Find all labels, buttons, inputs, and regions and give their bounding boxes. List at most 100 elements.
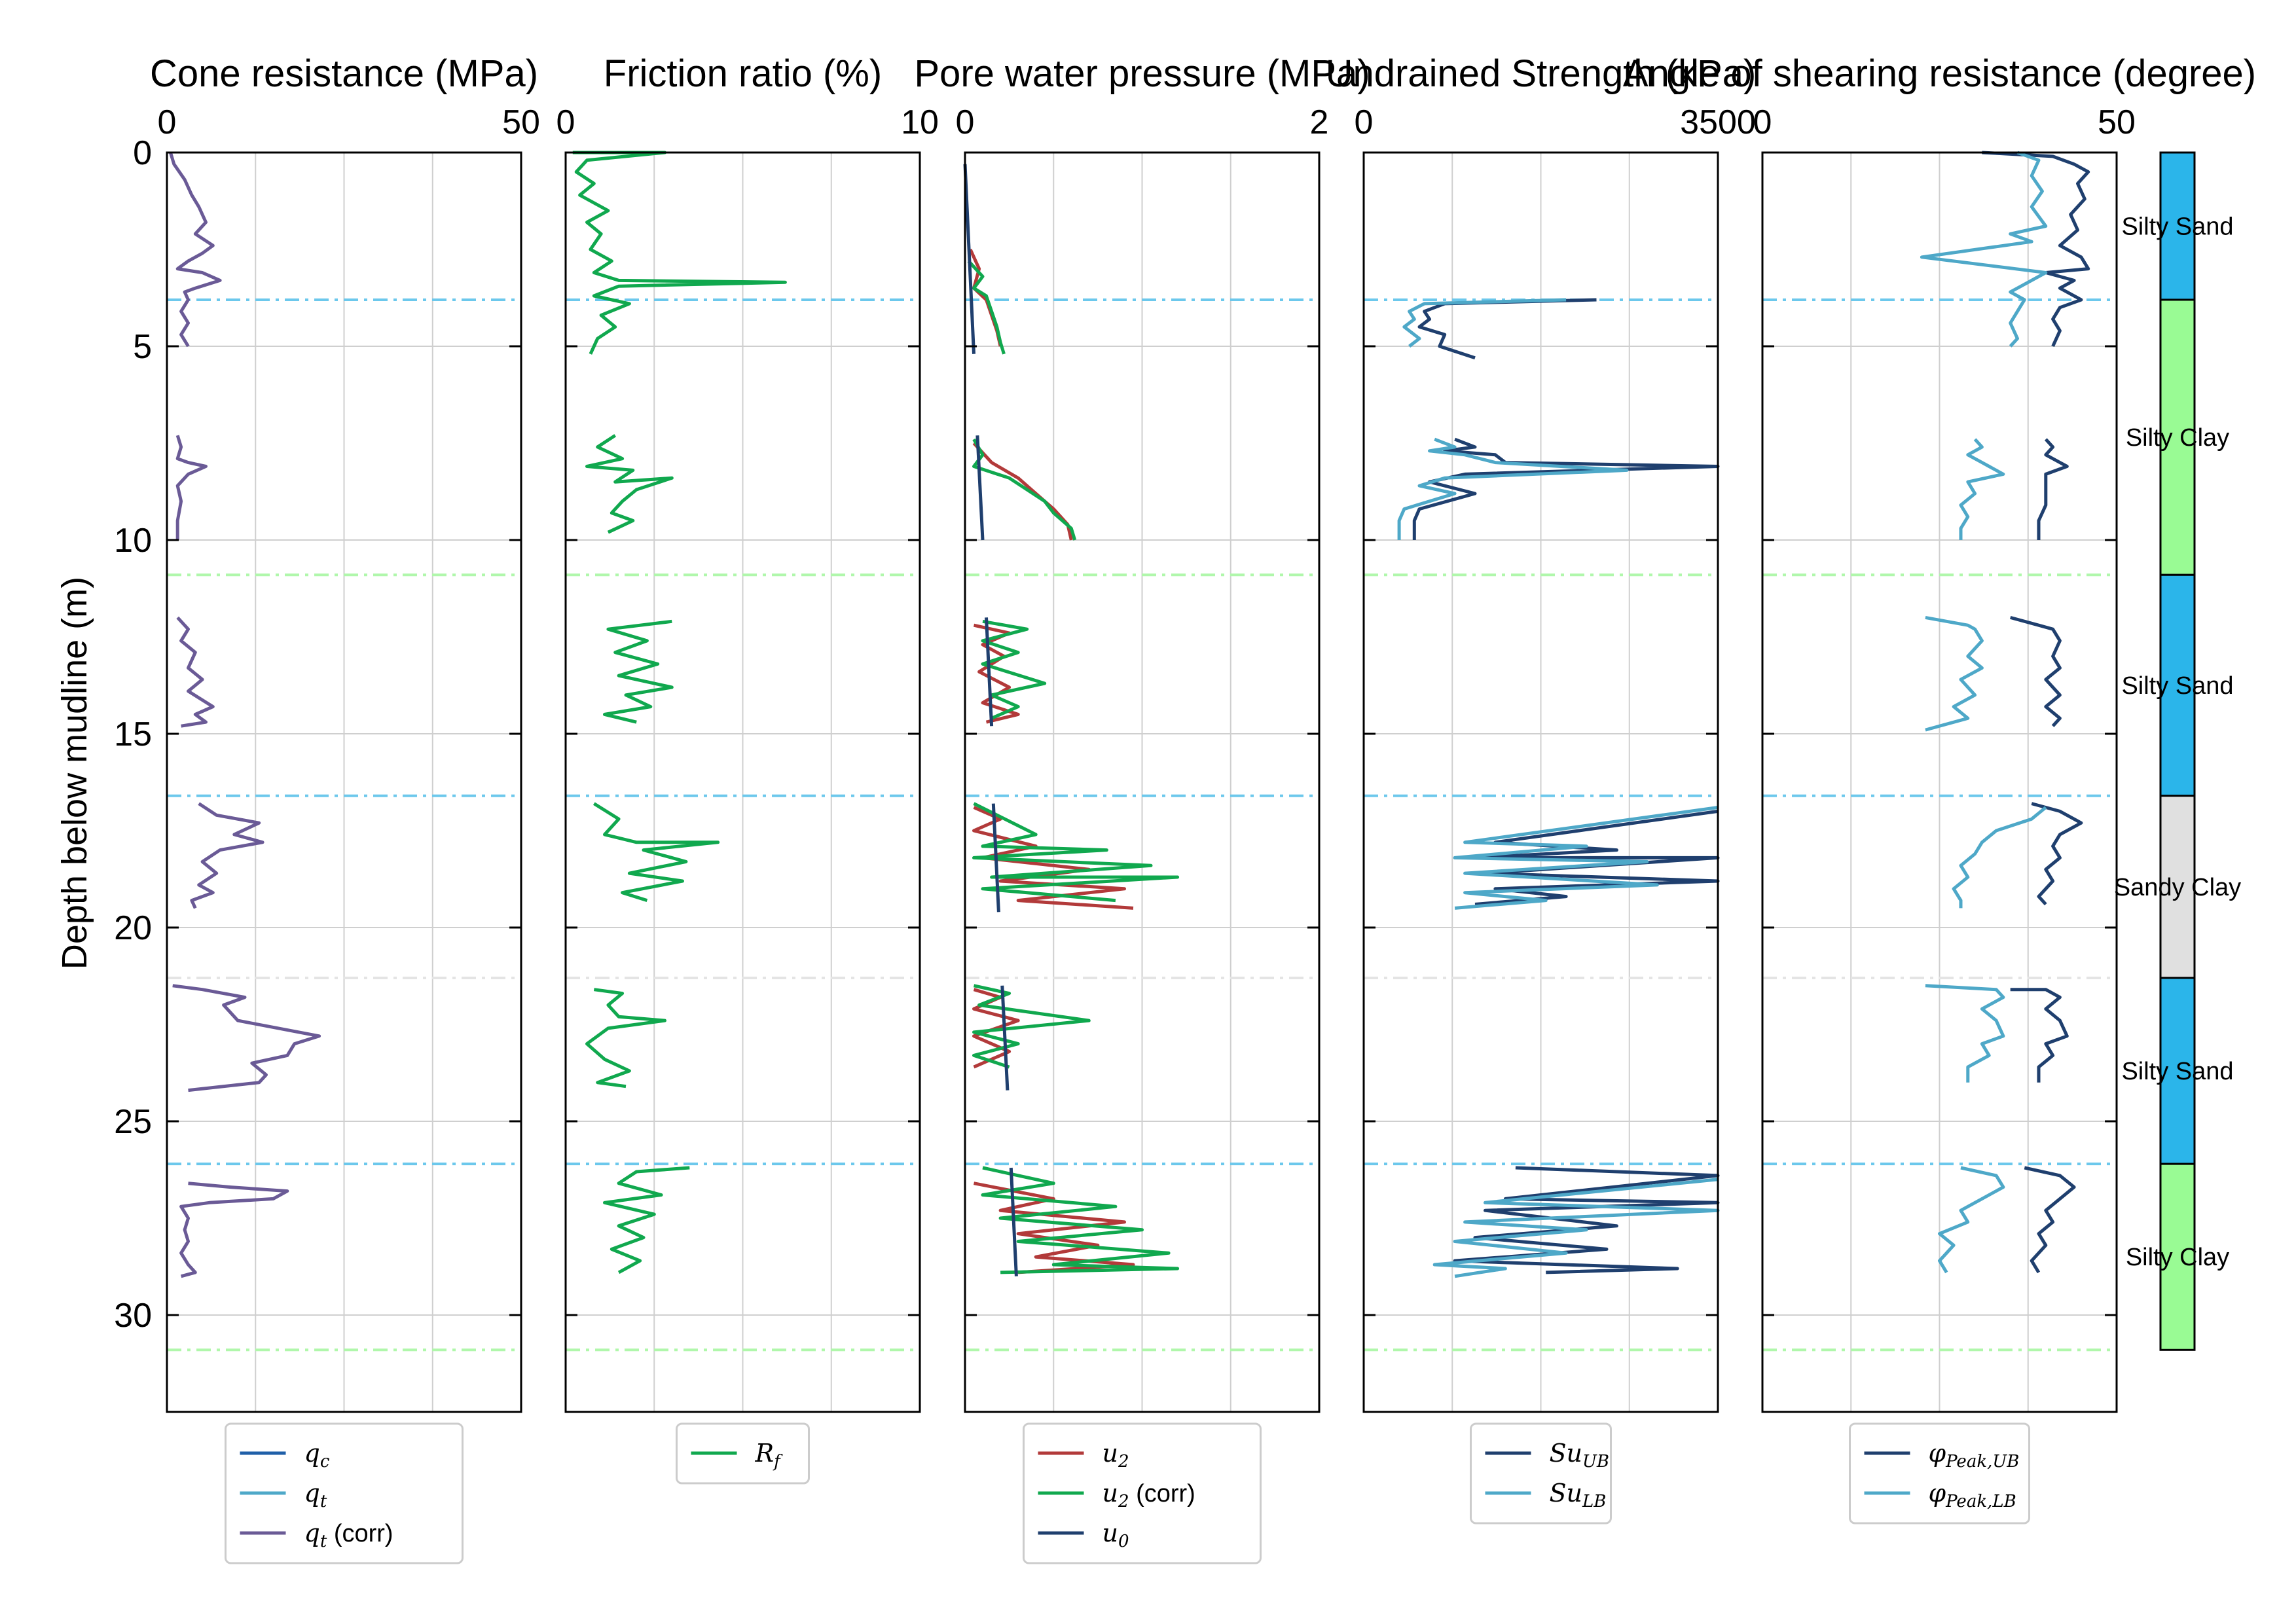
series-line-2 [1397,437,1629,540]
legend: SuUB SuLB [1470,1422,1612,1525]
series-line-2 [1938,1166,2005,1274]
series-line-1 [190,802,264,909]
series-line-1 [2010,988,2069,1083]
panel-title: Cone resistance (MPa) [150,52,538,95]
series-line-1 [972,442,1073,541]
legend-label: u0 [1102,1519,1129,1551]
series-line-3 [963,164,975,354]
x-tick-label: 50 [2098,103,2136,141]
soil-layer-label: Sandy Clay [2114,874,2241,901]
series-line-2 [1402,298,1567,348]
panel-1: Cone resistance (MPa) 0 50 qc qt qt (corr) [150,52,540,1564]
soil-layer [2159,795,2196,979]
series-line-1 [2024,1166,2076,1274]
series-line-3 [991,803,1000,912]
series-line-1 [603,1166,690,1274]
series-line-2 [981,619,1047,720]
y-tick-label: 20 [114,909,152,947]
legend-box [1849,1422,2030,1525]
panel-title: Pore water pressure (MPa) [914,52,1370,95]
legend-label: u2 [1102,1439,1129,1471]
soil-layer [2159,1163,2196,1351]
legend-label: Rf [755,1439,784,1471]
panel-frame [564,151,921,1413]
panel-frame [1761,151,2118,1413]
series-line-1 [169,152,222,348]
series-line-2 [1925,984,2005,1083]
panel-frame [1362,151,1719,1413]
y-tick-label: 15 [114,715,152,753]
legend-label: qt [304,1479,327,1511]
legend-box [1023,1422,1262,1564]
x-tick-label: 0 [956,103,975,141]
x-tick-label: 50 [502,103,540,141]
series-line-1 [2010,615,2062,727]
y-tick-label: 30 [114,1297,152,1335]
legend-label: SuLB [1550,1479,1607,1511]
soil-layer-label: Silty Sand [2121,213,2233,240]
soil-layer-label: Silty Sand [2121,672,2233,700]
x-tick-label: 0 [1355,103,1374,141]
x-tick-label: 0 [158,103,177,141]
series-line-1 [179,1182,289,1278]
panel-frame [166,151,522,1413]
series-line-2 [972,802,1180,903]
soil-layer-label: Silty Clay [2126,424,2229,452]
legend-label: qc [304,1439,330,1471]
series-line-3 [1000,985,1010,1091]
legend-box [225,1422,464,1564]
series-line-1 [1453,1166,1720,1274]
y-tick-label: 25 [114,1103,152,1141]
legend: φPeak,UB φPeak,LB [1849,1422,2030,1525]
panel-3: Pore water pressure (MPa) 0 2 u2 u2 (corr) u0 [914,52,1370,1564]
series-line-2 [972,984,1091,1069]
series-line-2 [1925,615,1984,732]
soil-layer-label: Silty Clay [2126,1244,2229,1271]
series-line-2 [967,260,1006,355]
series-line-2 [1920,151,2048,348]
x-tick-label: 10 [901,103,939,141]
panel-2: Friction ratio (%) 0 10 Rf [556,52,939,1485]
series-line-1 [2037,438,2069,540]
soil-layer [2159,298,2196,576]
legend-label: φPeak,UB [1929,1439,2020,1471]
panel-title: Friction ratio (%) [604,52,882,95]
legend-box [1470,1422,1612,1525]
x-tick-label: 2 [1310,103,1329,141]
panel-title: Undrained Strength (kPa) [1326,52,1757,95]
legend: u2 u2 (corr) u0 [1023,1422,1262,1564]
series-line-2 [1959,438,2005,540]
series-line-1 [572,151,787,355]
x-tick-label: 3500 [1680,103,1756,141]
series-line-2 [972,438,1077,541]
series-line-1 [176,616,215,728]
y-tick-label: 10 [114,522,152,560]
panel-5: Angle of shearing resistance (degree) 0 50… [1623,52,2256,1525]
series-line-1 [2031,802,2083,906]
series-line-1 [974,1182,1135,1274]
series-line-2 [981,1166,1180,1274]
series-line-1 [1417,298,1597,360]
y-tick-label: 0 [133,134,152,172]
soil-layer-label: Silty Sand [2121,1058,2233,1085]
soil-layer [2159,151,2196,301]
series-line-1 [175,435,208,540]
soil-column: Silty Sand Silty Clay Silty Sand Sandy Clay… [2114,151,2241,1351]
series-line-3 [1009,1167,1018,1276]
panel-4: Undrained Strength (kPa) 0 3500 SuUB SuLB [1326,52,1757,1525]
y-axis-label: Depth below mudline (m) [55,577,94,969]
series-line-3 [985,617,994,727]
series-line-1 [1982,151,2090,348]
legend-label: φPeak,LB [1929,1479,2016,1511]
legend-label: SuUB [1550,1439,1610,1471]
x-tick-label: 0 [556,103,575,141]
series-line-2 [1453,806,1719,910]
series-line-3 [975,435,985,541]
series-line-1 [585,988,666,1089]
legend: Rf [676,1422,810,1485]
soil-layer [2159,977,2196,1165]
series-line-1 [592,802,720,902]
series-line-1 [972,806,1134,910]
legend: qc qt qt (corr) [225,1422,464,1564]
